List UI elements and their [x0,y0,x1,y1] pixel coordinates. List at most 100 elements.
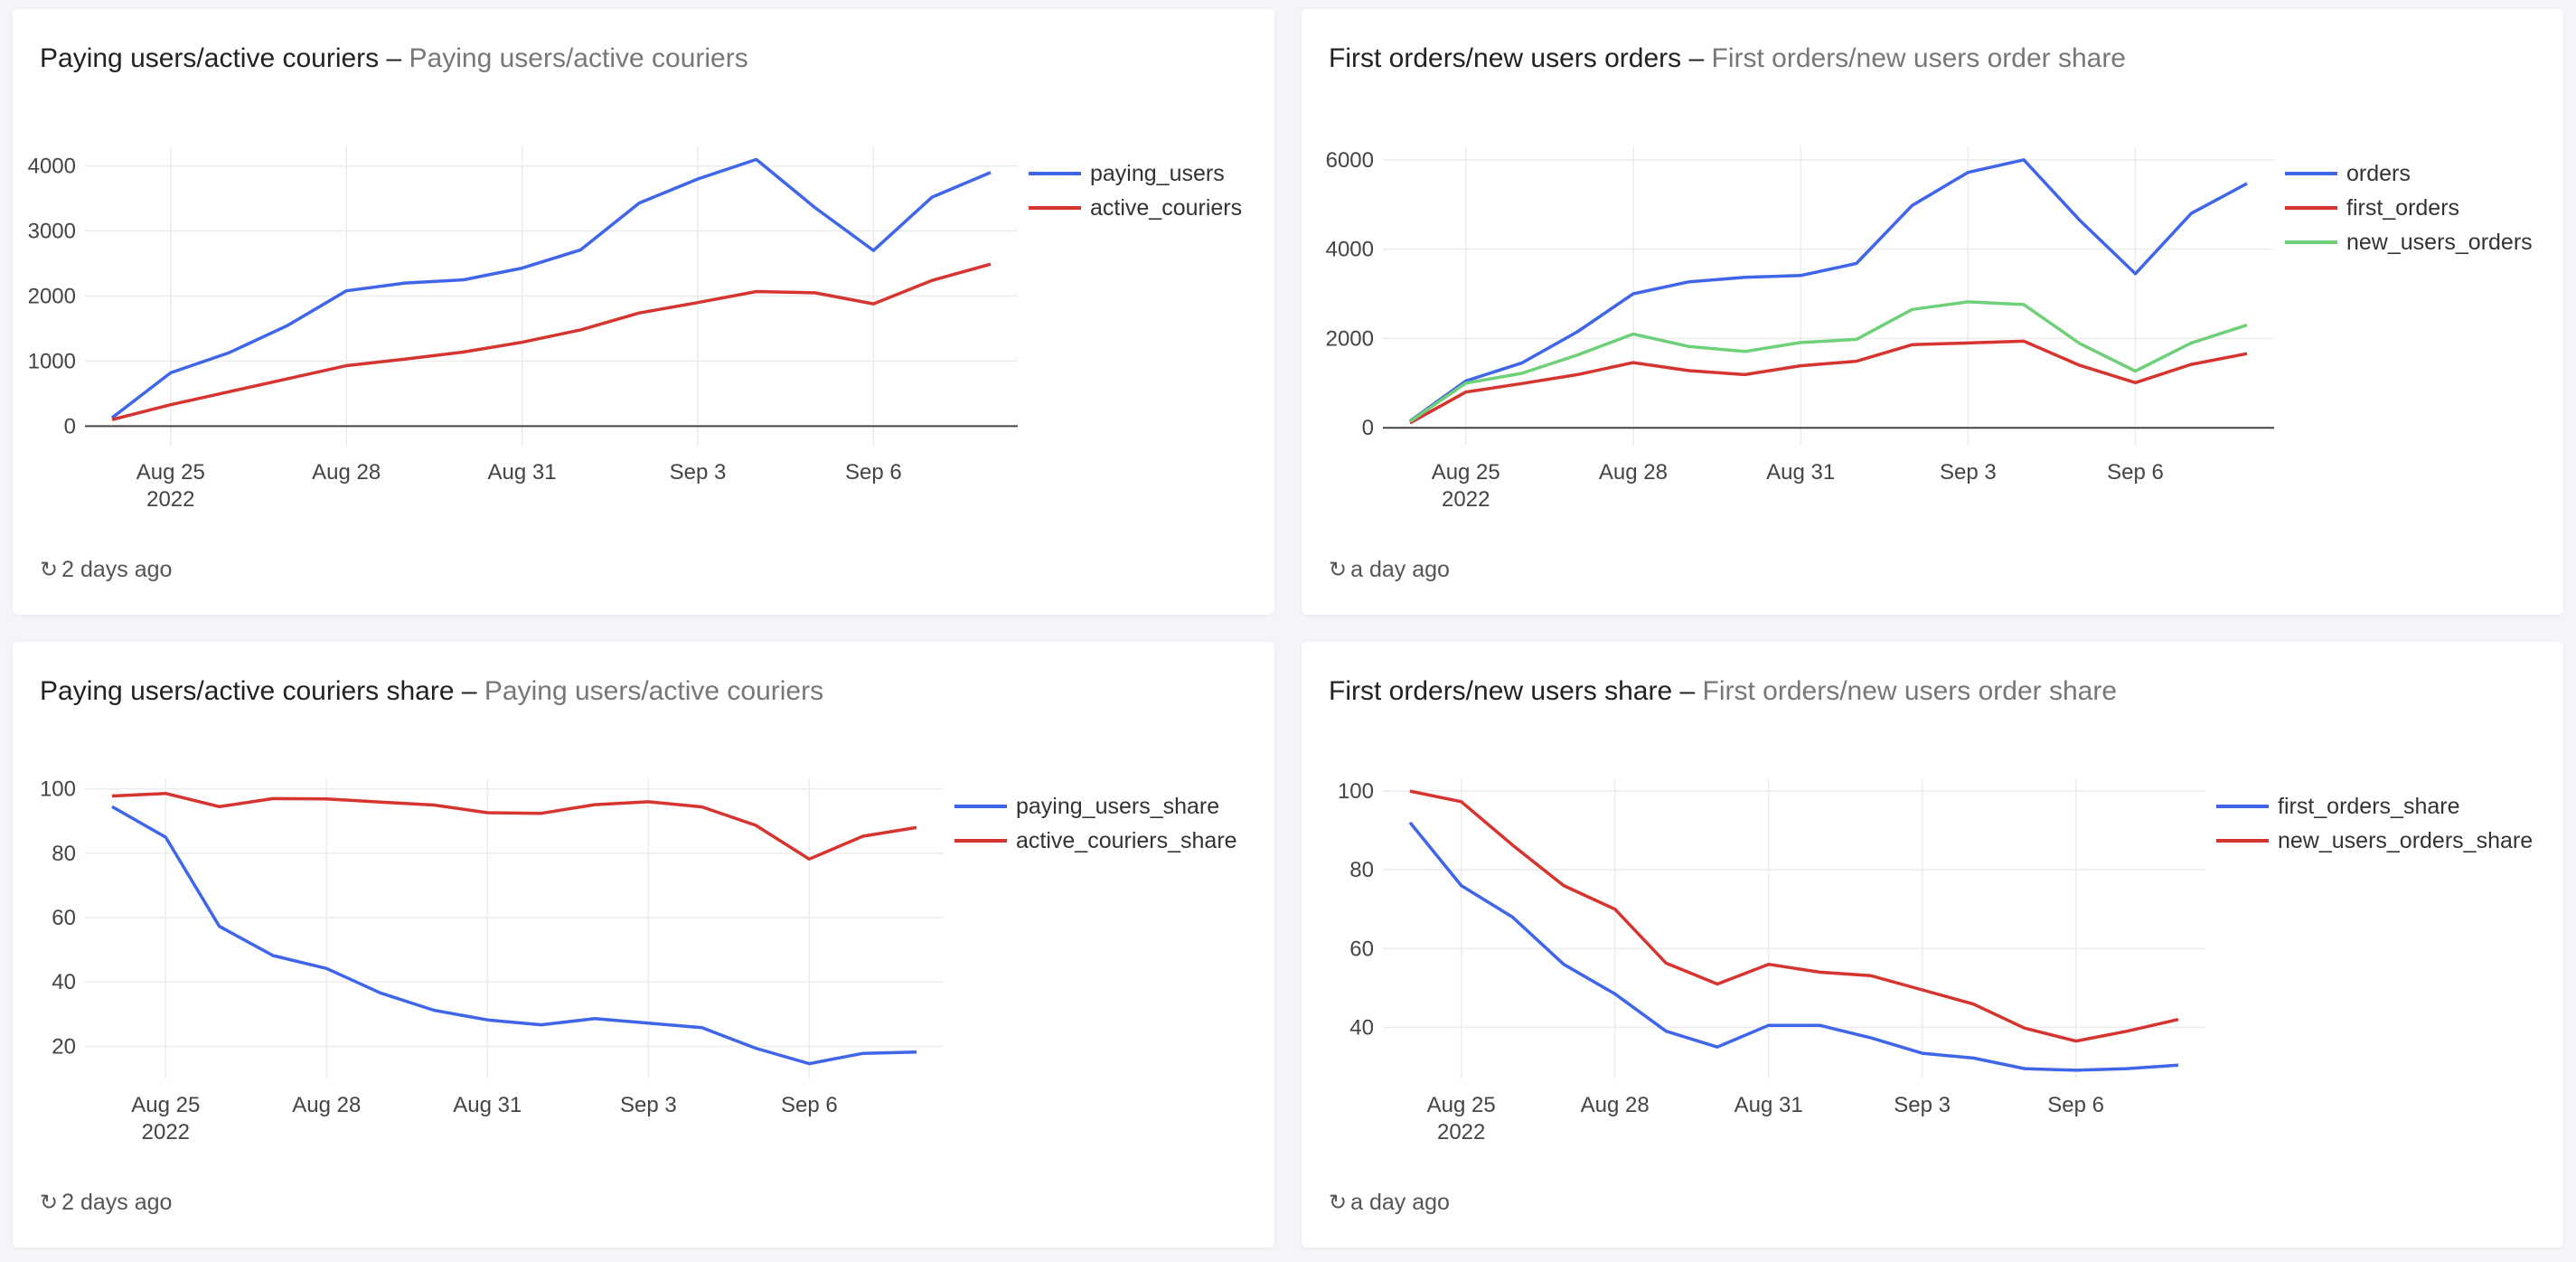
gridlines [85,779,944,1078]
chart-title[interactable]: Paying users/active couriers [40,43,380,73]
panel-paying-users-active-couriers-share: Paying users/active couriers share – Pay… [13,642,1274,1248]
gridlines [1383,779,2205,1078]
x-tick-label: Aug 25 [1427,1093,1496,1117]
refresh-status: ↻ a day ago [1329,557,1450,583]
x-tick-sublabel: 2022 [146,487,194,512]
chart-title[interactable]: Paying users/active couriers share [40,676,455,706]
y-tick-label: 40 [52,970,76,994]
y-axis: 40 60 80 100 [1338,779,1374,1040]
panel-title: Paying users/active couriers – Paying us… [40,43,748,74]
refresh-status: ↻ a day ago [1329,1190,1450,1216]
y-tick-label: 2000 [1326,326,1374,351]
panel-first-orders-new-users-orders: First orders/new users orders – First or… [1302,9,2563,615]
refresh-icon: ↻ [1329,1191,1348,1215]
line-chart[interactable]: 20 40 60 80 100 Aug 25 2022 Aug 28 Aug 31 Sep 3 Se… [13,642,1274,1184]
x-tick-label: Aug 28 [1581,1093,1650,1117]
series-line-first_orders_share[interactable] [1408,821,2179,1072]
series-line-first_orders[interactable] [1409,339,2248,425]
title-separator: – [461,676,477,706]
refresh-time: 2 days ago [61,1190,173,1215]
legend-label[interactable]: paying_users_share [1016,794,1219,819]
y-tick-label: 1000 [28,349,76,373]
series-line-new_users_orders_share[interactable] [1409,789,2179,1043]
x-tick-label: Aug 31 [488,460,557,485]
x-tick-label: Sep 6 [2107,460,2164,485]
gridlines [85,146,1018,446]
y-tick-label: 40 [1349,1015,1374,1040]
x-tick-label: Sep 6 [845,460,902,485]
chart-title[interactable]: First orders/new users share [1329,676,1673,706]
legend: paying_users_share active_couriers_share [954,794,1237,853]
title-separator: – [386,43,402,73]
y-tick-label: 100 [40,777,76,802]
legend-label[interactable]: active_couriers [1090,195,1242,221]
legend-label[interactable]: first_orders_share [2278,794,2459,819]
x-tick-label: Aug 28 [1599,460,1668,485]
legend-label[interactable]: active_couriers_share [1016,828,1237,853]
panel-title: First orders/new users orders – First or… [1329,43,2126,74]
x-tick-label: Sep 3 [620,1093,677,1117]
x-tick-label: Sep 3 [670,460,727,485]
series-line-active_couriers_share[interactable] [111,791,917,862]
chart-subtitle: Paying users/active couriers [409,43,748,73]
y-tick-label: 2000 [28,285,76,309]
y-tick-label: 4000 [1326,238,1374,262]
x-tick-label: Sep 3 [1894,1093,1951,1117]
x-tick-label: Aug 25 [131,1093,200,1117]
refresh-status: ↻ 2 days ago [40,557,172,583]
refresh-time: 2 days ago [61,557,173,582]
y-tick-label: 100 [1338,779,1374,804]
x-tick-label: Aug 25 [1432,460,1500,485]
refresh-time: a day ago [1350,1190,1450,1215]
y-axis: 0 2000 4000 6000 [1326,148,1374,440]
y-tick-label: 0 [1362,416,1374,440]
y-tick-label: 20 [52,1034,76,1059]
panel-title: First orders/new users share – First ord… [1329,676,2117,707]
series-line-orders[interactable] [1408,158,2248,423]
y-tick-label: 60 [52,906,76,930]
legend-label[interactable]: orders [2346,161,2411,186]
refresh-icon: ↻ [40,558,59,582]
legend-label[interactable]: first_orders [2346,195,2459,221]
gridlines [1383,146,2274,446]
x-tick-sublabel: 2022 [142,1120,190,1144]
chart-subtitle: First orders/new users order share [1711,43,2127,73]
x-tick-label: Aug 28 [292,1093,361,1117]
x-tick-sublabel: 2022 [1442,487,1490,512]
legend: orders first_orders new_users_orders [2285,161,2533,255]
legend-label[interactable]: paying_users [1090,161,1225,186]
legend-label[interactable]: new_users_orders_share [2278,828,2533,853]
y-axis: 20 40 60 80 100 [40,777,76,1060]
x-tick-label: Aug 31 [1766,460,1835,485]
series-line-paying_users_share[interactable] [111,805,917,1066]
series-line-paying_users[interactable] [110,157,992,419]
chart-title[interactable]: First orders/new users orders [1329,43,1682,73]
refresh-icon: ↻ [1329,558,1348,582]
x-tick-label: Aug 31 [453,1093,522,1117]
x-tick-label: Aug 28 [312,460,381,485]
legend: paying_users active_couriers [1029,161,1242,221]
x-tick-label: Aug 31 [1735,1093,1803,1117]
line-chart[interactable]: 40 60 80 100 Aug 25 2022 Aug 28 Aug 31 Sep 3 Sep … [1302,642,2563,1184]
panel-paying-users-active-couriers: Paying users/active couriers – Paying us… [13,9,1274,615]
x-tick-label: Sep 3 [1940,460,1997,485]
panel-first-orders-new-users-share: First orders/new users share – First ord… [1302,642,2563,1248]
x-tick-sublabel: 2022 [1437,1120,1485,1144]
chart-subtitle: Paying users/active couriers [484,676,824,706]
chart-subtitle: First orders/new users order share [1702,676,2118,706]
y-tick-label: 60 [1349,937,1374,961]
legend-label[interactable]: new_users_orders [2346,230,2533,255]
refresh-time: a day ago [1350,557,1450,582]
y-tick-label: 6000 [1326,148,1374,173]
series-line-active_couriers[interactable] [111,262,992,421]
series-line-new_users_orders[interactable] [1409,300,2248,423]
panel-title: Paying users/active couriers share – Pay… [40,676,823,707]
y-tick-label: 4000 [28,155,76,179]
title-separator: – [1688,43,1705,73]
x-tick-label: Sep 6 [2047,1093,2104,1117]
